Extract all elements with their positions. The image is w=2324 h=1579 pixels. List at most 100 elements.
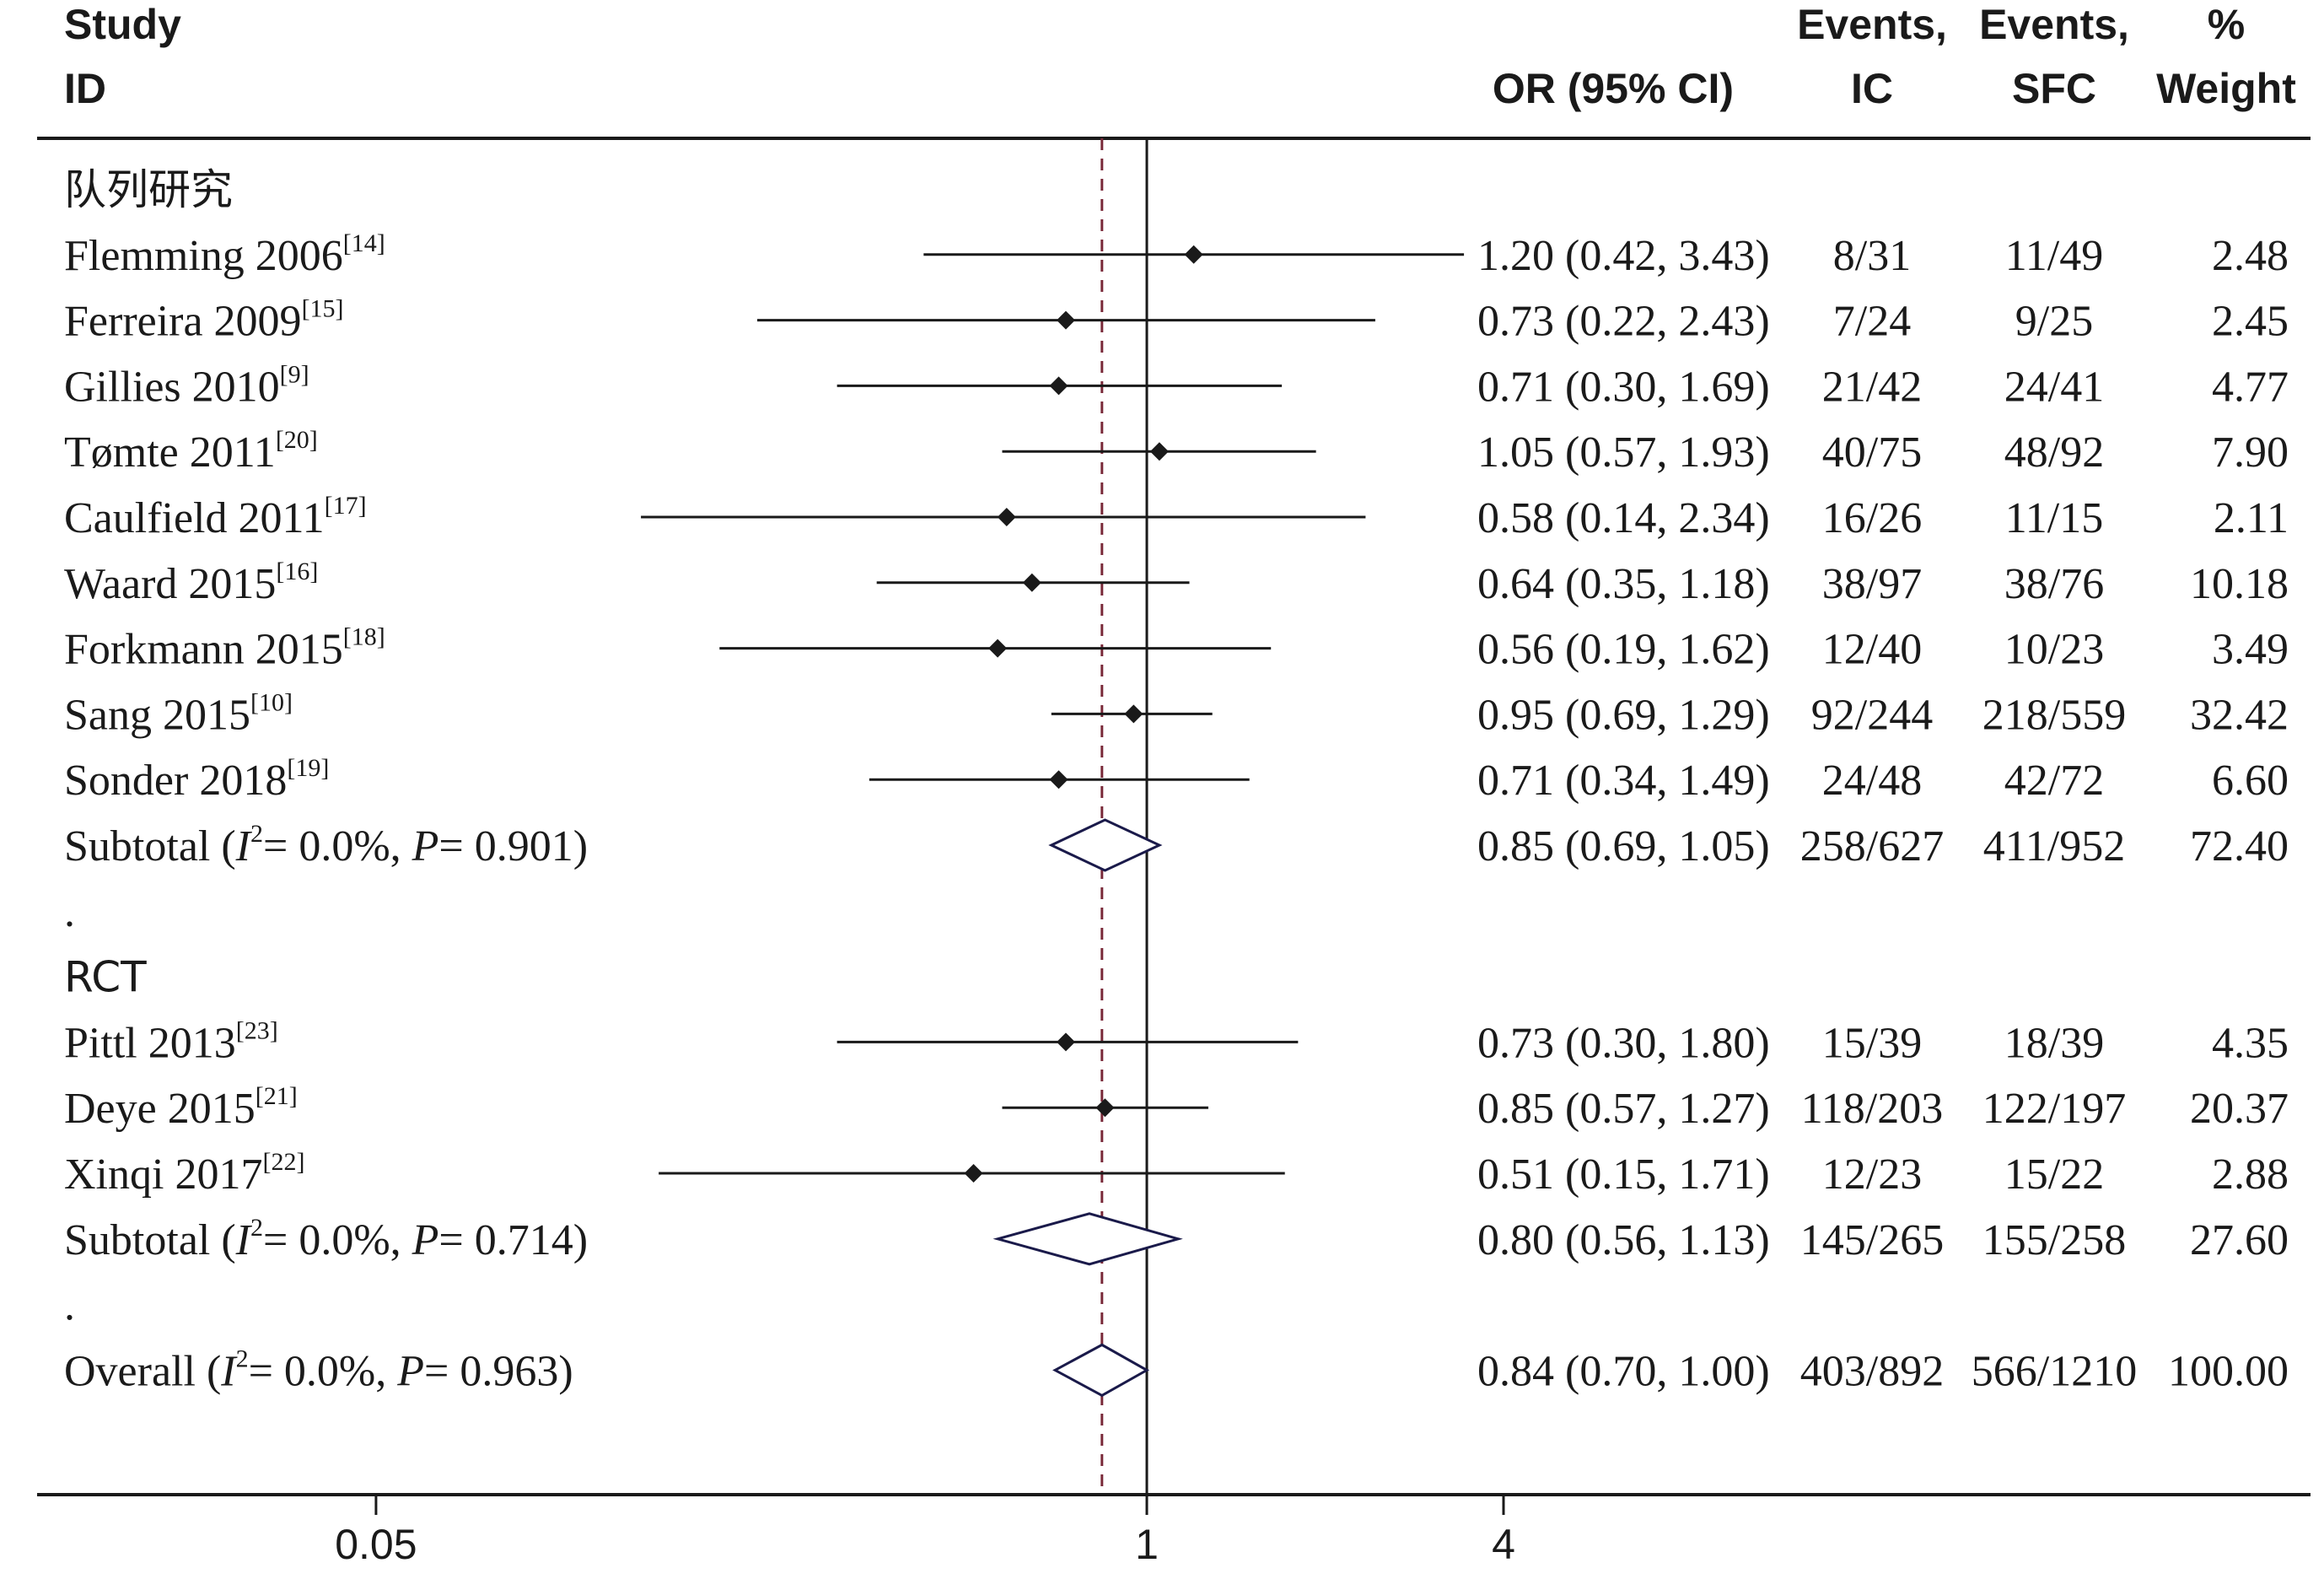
sfc-events-value: 11/15	[2005, 494, 2104, 542]
summary-diamond	[1052, 1343, 1150, 1398]
i-squared-symbol: I	[235, 822, 253, 870]
sfc-events-value: 38/76	[2004, 560, 2104, 608]
summary-equals-p: =	[438, 822, 474, 870]
summary-comma: ,	[390, 1216, 412, 1264]
study-reference: [15]	[302, 295, 344, 323]
or-ci-value: 0.64 (0.35, 1.18)	[1477, 560, 1770, 608]
weight-value: 6.60	[2212, 757, 2289, 805]
study-name: Sang 2015	[64, 691, 250, 739]
study-reference: [16]	[276, 558, 318, 585]
point-estimate	[988, 639, 1008, 658]
or-ci-value: 0.84 (0.70, 1.00)	[1477, 1347, 1770, 1395]
weight-value: 2.88	[2212, 1151, 2289, 1199]
ic-events-value: 38/97	[1822, 560, 1922, 608]
or-ci-value: 1.20 (0.42, 3.43)	[1477, 232, 1770, 280]
weight-value: 32.42	[2190, 691, 2289, 739]
weight-value: 20.37	[2190, 1085, 2289, 1133]
weight-value: 2.45	[2212, 298, 2289, 346]
summary-label: Subtotal (I2= 0.0%, P= 0.714)	[64, 1214, 588, 1264]
study-label: Deye 2015[21]	[64, 1082, 298, 1133]
sfc-events-value: 18/39	[2004, 1019, 2104, 1067]
study-name: Xinqi 2017	[64, 1151, 262, 1199]
sfc-events-value: 122/197	[1982, 1085, 2126, 1133]
ic-events-value: 24/48	[1822, 757, 1922, 805]
summary-label: Overall (I2= 0.0%, P= 0.963)	[64, 1345, 573, 1395]
ic-events-value: 16/26	[1822, 494, 1922, 542]
point-estimate	[1056, 1032, 1075, 1052]
or-ci-value: 0.73 (0.22, 2.43)	[1477, 298, 1770, 346]
study-reference: [22]	[262, 1148, 304, 1176]
summary-equals: =	[263, 822, 299, 870]
i-squared-exponent: 2	[250, 820, 263, 848]
study-label: Caulfield 2011[17]	[64, 492, 367, 542]
rows-layer: 队列研究 Flemming 2006[14] 1.20 (0.42, 3.43) 8/…	[64, 138, 2289, 1495]
ic-events-value: 12/40	[1822, 626, 1922, 674]
point-estimate	[1095, 1098, 1115, 1118]
ic-events-value: 403/892	[1800, 1347, 1944, 1395]
i-squared-exponent: 2	[236, 1345, 249, 1372]
summary-paren-close: )	[573, 1216, 588, 1264]
sfc-events-value: 24/41	[2004, 363, 2104, 411]
study-label: Sang 2015[10]	[64, 688, 293, 739]
i-squared-symbol: I	[235, 1216, 253, 1264]
study-reference: [14]	[343, 229, 385, 257]
p-symbol: P	[412, 822, 439, 870]
study-name: Pittl 2013	[64, 1019, 236, 1067]
header-weight: Weight	[2156, 65, 2296, 112]
point-estimate	[1149, 442, 1169, 461]
ic-events-value: 7/24	[1833, 298, 1911, 346]
or-ci-value: 0.71 (0.30, 1.69)	[1477, 363, 1770, 411]
study-reference: [17]	[325, 492, 367, 520]
study-label: Gillies 2010[9]	[64, 360, 309, 411]
summary-i2-value: 0.0%	[284, 1347, 375, 1395]
group-separator: .	[64, 888, 75, 936]
study-name: Tømte 2011	[64, 428, 276, 477]
header-sfc: SFC	[2012, 65, 2096, 112]
study-name: Deye 2015	[64, 1085, 256, 1133]
study-reference: [10]	[250, 688, 293, 716]
weight-value: 27.60	[2190, 1216, 2289, 1264]
weight-value: 100.00	[2168, 1347, 2289, 1395]
study-label: Flemming 2006[14]	[64, 229, 385, 280]
study-label: Forkmann 2015[18]	[64, 623, 385, 674]
summary-p-value: 0.714	[475, 1216, 573, 1264]
ic-events-value: 8/31	[1833, 232, 1911, 280]
study-name: Waard 2015	[64, 560, 276, 608]
point-estimate	[1124, 704, 1143, 724]
or-ci-value: 0.95 (0.69, 1.29)	[1477, 691, 1770, 739]
summary-equals: =	[263, 1216, 299, 1264]
study-label: Waard 2015[16]	[64, 558, 318, 608]
summary-label: Subtotal (I2= 0.0%, P= 0.901)	[64, 820, 588, 870]
sfc-events-value: 48/92	[2004, 428, 2104, 477]
study-reference: [20]	[276, 426, 318, 454]
or-ci-value: 0.85 (0.57, 1.27)	[1477, 1085, 1770, 1133]
ic-events-value: 12/23	[1822, 1151, 1922, 1199]
or-ci-value: 0.56 (0.19, 1.62)	[1477, 626, 1770, 674]
summary-paren-close: )	[573, 822, 588, 870]
summary-prefix: Overall	[64, 1347, 196, 1395]
study-label: Xinqi 2017[22]	[64, 1148, 304, 1199]
sfc-events-value: 42/72	[2004, 757, 2104, 805]
header-percent: %	[2208, 1, 2245, 48]
or-ci-value: 1.05 (0.57, 1.93)	[1477, 428, 1770, 477]
study-name: Forkmann 2015	[64, 626, 343, 674]
summary-prefix: Subtotal	[64, 1216, 210, 1264]
study-reference: [18]	[343, 623, 385, 651]
or-ci-value: 0.71 (0.34, 1.49)	[1477, 757, 1770, 805]
group-separator: .	[64, 1282, 75, 1330]
study-label: Pittl 2013[23]	[64, 1016, 278, 1067]
x-tick-label: 1	[1135, 1521, 1159, 1568]
summary-paren-close: )	[558, 1347, 573, 1395]
ic-events-value: 145/265	[1800, 1216, 1944, 1264]
summary-diamond	[1048, 818, 1163, 872]
point-estimate	[1049, 770, 1068, 790]
summary-comma: ,	[390, 822, 412, 870]
ic-events-value: 15/39	[1822, 1019, 1922, 1067]
point-estimate	[1056, 310, 1075, 330]
study-name: Ferreira 2009	[64, 298, 302, 346]
i-squared-symbol: I	[220, 1347, 238, 1395]
ic-events-value: 118/203	[1801, 1085, 1944, 1133]
or-ci-value: 0.85 (0.69, 1.05)	[1477, 822, 1770, 870]
header-ic-events: Events,	[1797, 1, 1947, 48]
